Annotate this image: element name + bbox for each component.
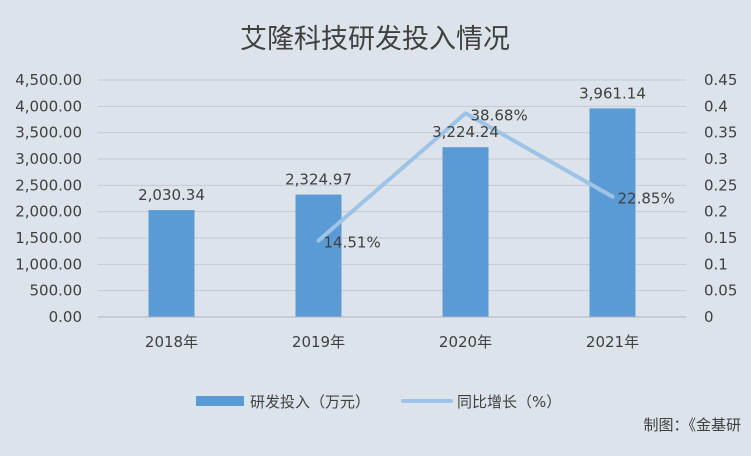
line-series: [316, 111, 615, 243]
y-left-tick-label: 0.00: [49, 308, 82, 326]
legend-label-line: 同比增长（%）: [457, 393, 561, 411]
y-right-tick-label: 0.25: [704, 176, 737, 194]
gridlines: [98, 79, 686, 318]
bar: [148, 210, 195, 317]
y-left-tick-label: 4,000.00: [15, 97, 82, 115]
chart-title: 艾隆科技研发投入情况: [240, 24, 510, 55]
x-tick-label: 2018年: [145, 333, 198, 351]
line-data-label: 38.68%: [471, 106, 528, 124]
y-right-tick-label: 0: [704, 308, 714, 326]
legend-label-bar: 研发投入（万元）: [250, 393, 370, 411]
line-data-label: 22.85%: [618, 190, 675, 208]
axes: 0.00 500.00 1,000.00 1,500.00 2,000.00 2,500.…: [15, 71, 737, 351]
y-right-tick-label: 0.4: [704, 97, 728, 115]
line-data-label: 14.51%: [324, 234, 381, 252]
y-right-tick-label: 0.15: [704, 229, 737, 247]
bar: [442, 147, 489, 317]
x-tick-label: 2021年: [586, 333, 639, 351]
y-right-tick-label: 0.2: [704, 203, 728, 221]
bar-data-label: 3,961.14: [579, 84, 646, 102]
y-left-tick-label: 3,000.00: [15, 150, 82, 168]
y-right-tick-label: 0.1: [704, 255, 728, 273]
legend: 研发投入（万元） 同比增长（%）: [196, 393, 561, 411]
growth-line: [316, 111, 615, 243]
source-note: 制图：《金基研: [643, 416, 741, 434]
bar-data-label: 2,324.97: [285, 171, 352, 189]
bar: [589, 108, 636, 317]
y-left-tick-label: 1,500.00: [15, 229, 82, 247]
x-tick-label: 2019年: [292, 333, 345, 351]
y-right-tick-label: 0.3: [704, 150, 728, 168]
data-labels: 2,030.34 2,324.97 3,224.24 3,961.14 14.51% 38…: [138, 84, 675, 251]
y-right-tick-label: 0.45: [704, 71, 737, 89]
y-right-tick-label: 0.05: [704, 282, 737, 300]
y-left-tick-label: 2,500.00: [15, 176, 82, 194]
legend-swatch-bar: [196, 396, 244, 406]
bar: [295, 194, 342, 317]
bar-data-label: 3,224.24: [432, 123, 499, 141]
y-left-tick-label: 1,000.00: [15, 255, 82, 273]
y-right-tick-label: 0.35: [704, 124, 737, 142]
y-left-tick-label: 4,500.00: [15, 71, 82, 89]
y-left-tick-label: 2,000.00: [15, 203, 82, 221]
y-left-tick-label: 500.00: [30, 282, 83, 300]
bar-series: [148, 108, 636, 317]
x-tick-label: 2020年: [439, 333, 492, 351]
y-left-tick-label: 3,500.00: [15, 124, 82, 142]
bar-data-label: 2,030.34: [138, 186, 205, 204]
